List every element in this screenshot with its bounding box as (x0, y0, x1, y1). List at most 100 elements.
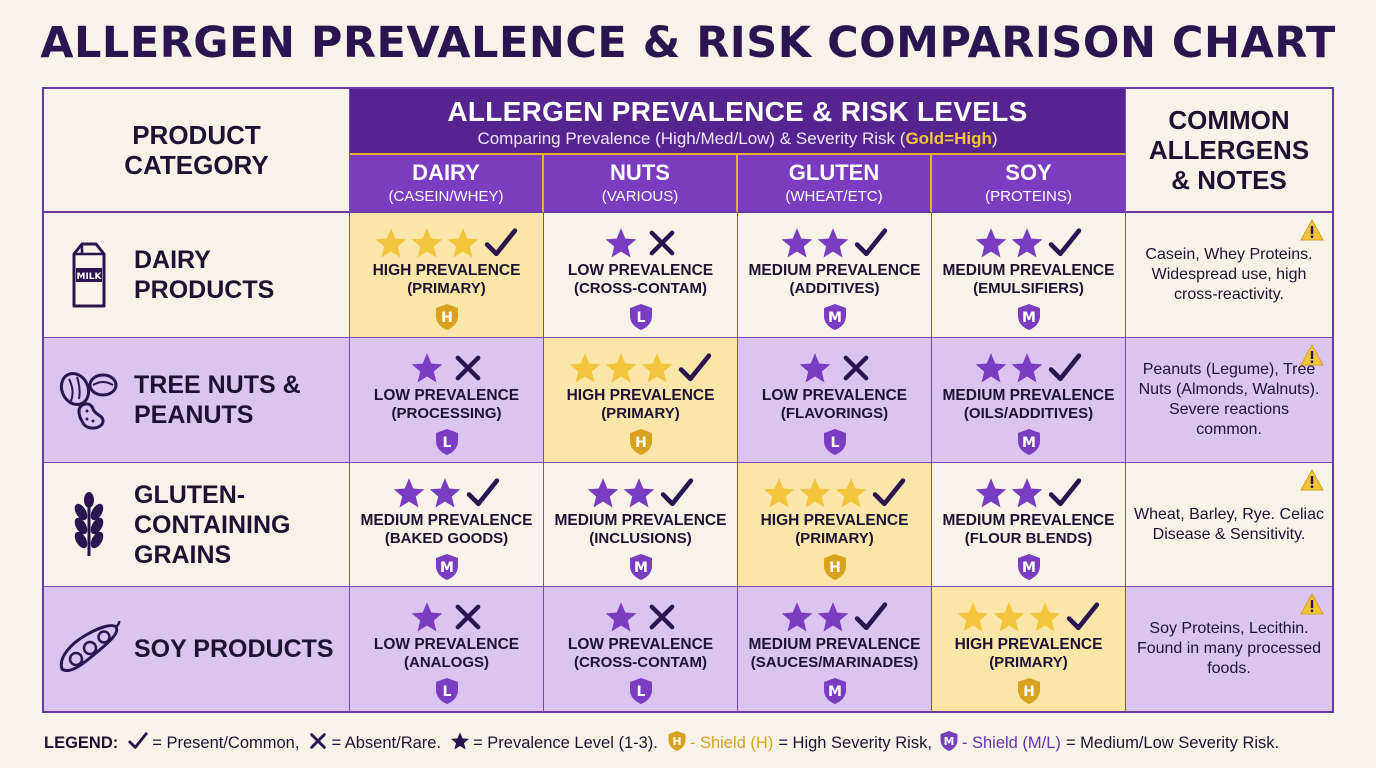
legend-check-text: = Present/Common, (152, 733, 300, 752)
page-title: ALLERGEN PREVALENCE & RISK COMPARISON CH… (40, 18, 1336, 68)
nuts-icon (44, 369, 134, 431)
high-risk-shield-icon: H (932, 677, 1125, 705)
prevalence-level: LOW PREVALENCE (567, 262, 714, 279)
prevalence-level: MEDIUM PREVALENCE (748, 636, 921, 653)
prevalence-level: LOW PREVALENCE (373, 636, 520, 653)
medium-risk-shield-icon: M (350, 553, 543, 581)
star-icon (992, 600, 1026, 634)
prevalence-rating (544, 600, 737, 634)
star-icon (798, 476, 832, 510)
prevalence-source: (PRIMARY) (795, 530, 874, 547)
check-icon (1046, 351, 1084, 385)
svg-text:H: H (441, 310, 453, 326)
svg-text:L: L (442, 684, 451, 700)
warning-icon (1300, 218, 1324, 246)
prevalence-rating (932, 476, 1125, 510)
check-icon (124, 731, 152, 756)
legend-medium-shield-text: = Medium/Low Severity Risk. (1065, 733, 1280, 752)
prevalence-level: HIGH PREVALENCE (566, 387, 715, 404)
check-icon (676, 351, 714, 385)
check-icon (870, 476, 908, 510)
row-name: DAIRY PRODUCTS (134, 246, 275, 304)
check-icon (464, 476, 502, 510)
row-name: SOY PRODUCTS (134, 635, 334, 663)
svg-text:H: H (635, 435, 647, 451)
cross-icon (305, 731, 331, 756)
star-icon (410, 226, 444, 260)
prevalence-risk-subtitle: Comparing Prevalence (High/Med/Low) & Se… (477, 129, 998, 148)
cell-2-dairy: LOW PREVALENCE (PROCESSING) L (350, 338, 544, 463)
prevalence-rating (350, 226, 543, 260)
prevalence-rating (738, 226, 931, 260)
row-header-3: GLUTEN-CONTAINING GRAINS (44, 463, 350, 587)
column-header-gluten: GLUTEN (WHEAT/ETC) (738, 155, 932, 213)
star-icon (410, 600, 444, 634)
star-icon (1010, 226, 1044, 260)
low-risk-shield-icon: L (544, 677, 737, 705)
star-icon (974, 351, 1008, 385)
prevalence-rating (544, 351, 737, 385)
star-icon (374, 226, 408, 260)
prevalence-level: MEDIUM PREVALENCE (942, 512, 1115, 529)
check-icon (1046, 476, 1084, 510)
prevalence-level: LOW PREVALENCE (567, 636, 714, 653)
column-header-nuts: NUTS (VARIOUS) (544, 155, 738, 213)
star-icon (1010, 476, 1044, 510)
cell-2-gluten: LOW PREVALENCE (FLAVORINGS) L (738, 338, 932, 463)
prevalence-source: (OILS/ADDITIVES) (963, 405, 1094, 422)
svg-text:M: M (944, 734, 955, 747)
wheat-icon (44, 491, 134, 558)
cross-icon (452, 601, 484, 633)
star-icon (604, 351, 638, 385)
svg-text:H: H (1023, 684, 1035, 700)
svg-text:H: H (829, 560, 841, 576)
svg-text:L: L (830, 435, 839, 451)
prevalence-source: (PRIMARY) (407, 280, 486, 297)
cell-2-nuts: HIGH PREVALENCE (PRIMARY) H (544, 338, 738, 463)
warning-icon (1300, 343, 1324, 371)
row-header-4: SOY PRODUCTS (44, 587, 350, 711)
medium-risk-shield-icon: M (738, 677, 931, 705)
prevalence-level: HIGH PREVALENCE (372, 262, 521, 279)
legend-star-text: = Prevalence Level (1-3). (473, 733, 658, 752)
cross-icon (646, 227, 678, 259)
prevalence-source: (PROCESSING) (391, 405, 502, 422)
cell-4-soy: HIGH PREVALENCE (PRIMARY) H (932, 587, 1126, 711)
svg-text:M: M (828, 310, 842, 326)
cell-1-dairy: HIGH PREVALENCE (PRIMARY) H (350, 213, 544, 338)
star-icon (392, 476, 426, 510)
prevalence-level: MEDIUM PREVALENCE (748, 262, 921, 279)
prevalence-source: (CROSS-CONTAM) (573, 280, 708, 297)
low-risk-shield-icon: L (350, 677, 543, 705)
high-risk-shield-icon: H (738, 553, 931, 581)
check-icon (1064, 600, 1102, 634)
prevalence-rating (544, 226, 737, 260)
star-icon (446, 226, 480, 260)
prevalence-level: MEDIUM PREVALENCE (942, 262, 1115, 279)
row-name: TREE NUTS & PEANUTS (134, 371, 301, 429)
prevalence-rating (738, 600, 931, 634)
prevalence-rating (932, 600, 1125, 634)
svg-text:L: L (636, 310, 645, 326)
allergen-note: Casein, Whey Proteins. Widespread use, h… (1145, 246, 1313, 303)
cell-4-nuts: LOW PREVALENCE (CROSS-CONTAM) L (544, 587, 738, 711)
legend: LEGEND: = Present/Common, = Absent/Rare.… (44, 730, 1280, 756)
row-header-1: MILK DAIRY PRODUCTS (44, 213, 350, 338)
prevalence-source: (FLAVORINGS) (780, 405, 889, 422)
prevalence-risk-title: ALLERGEN PREVALENCE & RISK LEVELS (447, 96, 1028, 127)
check-icon (482, 226, 520, 260)
star-icon (974, 476, 1008, 510)
prevalence-source: (EMULSIFIERS) (973, 280, 1084, 297)
warning-icon (1300, 468, 1324, 496)
svg-text:L: L (442, 435, 451, 451)
star-icon (834, 476, 868, 510)
prevalence-source: (PRIMARY) (601, 405, 680, 422)
cell-1-soy: MEDIUM PREVALENCE (EMULSIFIERS) M (932, 213, 1126, 338)
prevalence-rating (350, 351, 543, 385)
prevalence-source: (PRIMARY) (989, 654, 1068, 671)
star-icon (568, 351, 602, 385)
legend-medium-shield-label: - Shield (M/L) (961, 733, 1061, 752)
svg-text:M: M (1022, 435, 1036, 451)
allergen-note: Wheat, Barley, Rye. Celiac Disease & Sen… (1134, 505, 1324, 543)
prevalence-level: MEDIUM PREVALENCE (942, 387, 1115, 404)
